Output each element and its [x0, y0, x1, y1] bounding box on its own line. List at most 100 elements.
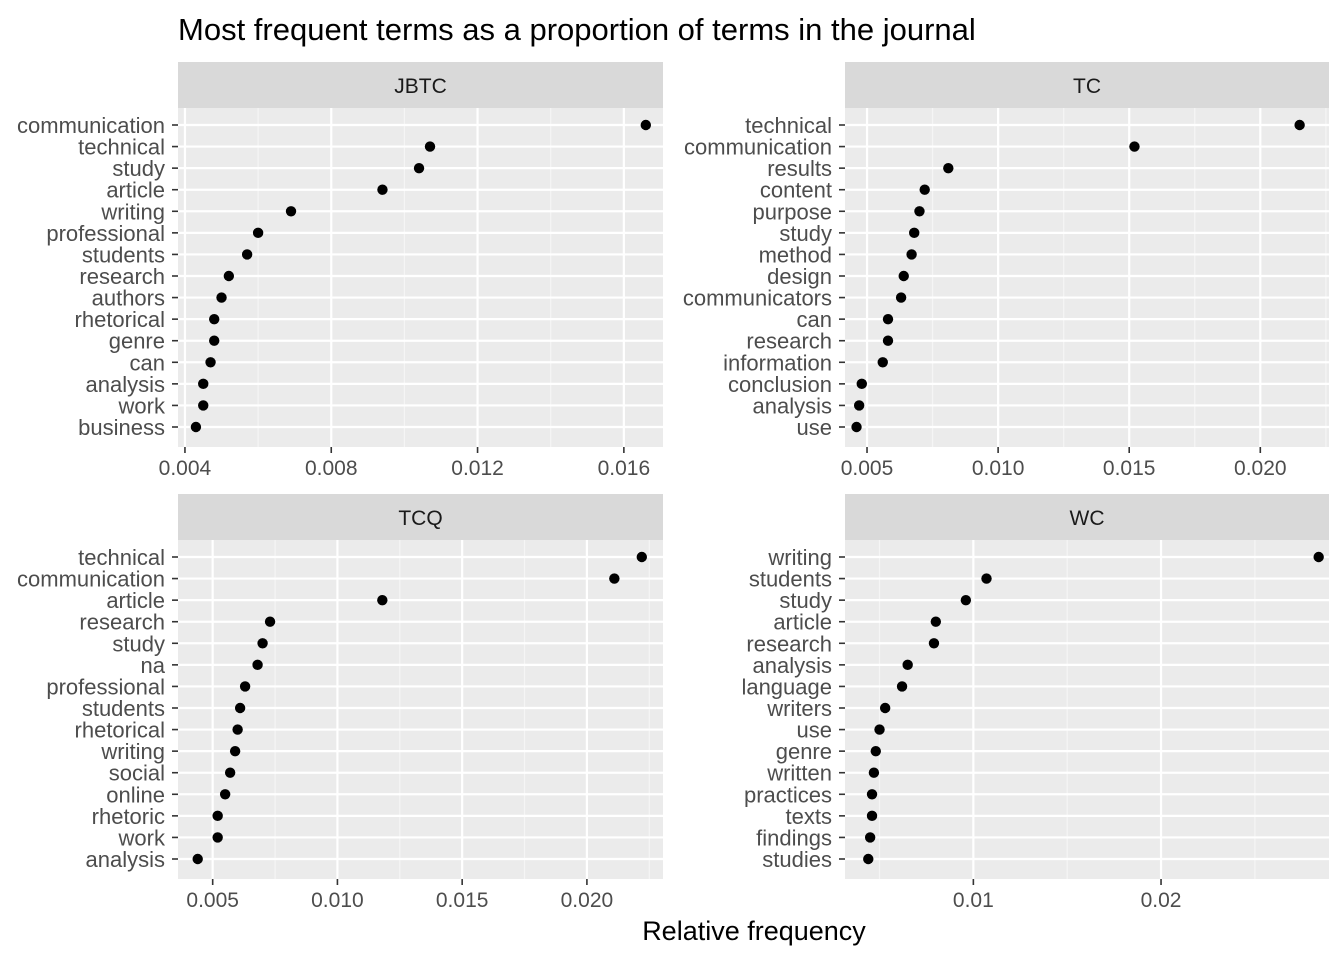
data-point-information [877, 357, 888, 368]
facet-panel-tc: TC technicalcommunicationresultscontentpu… [683, 62, 1329, 480]
data-point-students [234, 702, 246, 714]
term-label: communication [684, 135, 832, 160]
term-label: technical [78, 545, 165, 570]
data-point-results [943, 162, 954, 174]
term-label: article [106, 588, 165, 613]
term-label: findings [756, 825, 832, 850]
data-point-professional [239, 681, 251, 692]
term-label: writing [100, 739, 165, 764]
data-point-communication [1129, 141, 1140, 152]
data-point-authors [216, 292, 227, 303]
term-label: studies [762, 847, 832, 872]
term-label: writers [766, 696, 832, 721]
facet-strip-label: WC [1070, 507, 1105, 530]
x-axis-label: Relative frequency [642, 916, 866, 946]
data-point-writing [285, 206, 297, 217]
facet-strip-label: JBTC [394, 75, 447, 98]
term-label: business [78, 415, 165, 440]
data-point-communicators [895, 292, 907, 303]
data-point-rhetoric [212, 810, 223, 822]
facet-strip-label: TCQ [398, 507, 442, 530]
data-point-findings [864, 832, 876, 843]
data-point-rhetorical [209, 313, 220, 325]
data-point-design [898, 270, 909, 282]
term-label: study [779, 221, 832, 246]
term-label: use [797, 415, 832, 440]
data-point-analysis [902, 659, 913, 671]
data-point-language [896, 681, 908, 692]
data-point-genre [870, 745, 881, 757]
x-tick-label: 0.015 [1103, 457, 1156, 480]
data-point-professional [252, 227, 264, 239]
term-label: analysis [86, 372, 165, 397]
x-tick-label: 0.02 [1141, 889, 1182, 912]
term-label: article [106, 178, 165, 203]
term-label: genre [109, 329, 165, 354]
data-point-technical [1294, 119, 1305, 131]
term-label: can [797, 307, 832, 332]
data-point-study [413, 162, 425, 174]
data-point-business [190, 421, 202, 433]
term-label: texts [786, 804, 832, 829]
term-label: students [82, 242, 165, 267]
data-point-study [960, 594, 972, 606]
term-label: can [130, 350, 165, 375]
data-point-texts [866, 810, 878, 822]
x-tick-label: 0.004 [159, 457, 212, 480]
data-point-article [377, 184, 388, 195]
term-label: students [82, 696, 165, 721]
x-tick-label: 0.01 [953, 889, 994, 912]
term-label: analysis [753, 653, 832, 678]
data-point-communication [609, 573, 620, 584]
term-label: results [767, 156, 832, 181]
panel-background [178, 108, 663, 447]
term-label: written [766, 761, 832, 786]
data-point-research [928, 638, 940, 649]
x-tick-label: 0.020 [561, 889, 614, 912]
term-label: writing [100, 199, 165, 224]
data-point-work [212, 832, 223, 843]
x-tick-label: 0.010 [311, 889, 364, 912]
x-tick-label: 0.005 [841, 457, 894, 480]
term-label: writing [767, 545, 832, 570]
facet-strip [845, 62, 1329, 108]
data-point-research [223, 270, 235, 282]
term-label: technical [78, 135, 165, 160]
facet-panels: JBTCcommunicationtechnicalstudyarticlewr… [17, 62, 1329, 912]
data-point-writers [879, 702, 891, 714]
term-label: use [797, 718, 832, 743]
data-point-use [851, 421, 862, 433]
x-tick-label: 0.010 [972, 457, 1025, 480]
term-label: analysis [86, 847, 165, 872]
term-label: professional [46, 674, 165, 699]
term-label: design [767, 264, 832, 289]
term-label: research [746, 631, 832, 656]
data-point-analysis [853, 400, 865, 411]
panel-background [845, 540, 1329, 879]
data-point-studies [863, 853, 874, 865]
term-label: technical [745, 113, 832, 138]
data-point-online [219, 789, 231, 800]
term-label: research [746, 329, 832, 354]
term-label: work [118, 825, 166, 850]
term-label: rhetoric [92, 804, 165, 829]
data-point-communication [640, 119, 652, 131]
x-tick-label: 0.012 [451, 457, 504, 480]
x-tick-label: 0.015 [436, 889, 489, 912]
facet-strip-label: TC [1073, 75, 1101, 98]
data-point-purpose [914, 206, 925, 217]
data-point-practices [866, 789, 878, 800]
data-point-writing [229, 745, 241, 757]
facet-panel-tcq: TCQ technicalcommunicationarticleresearch… [17, 494, 663, 912]
term-label: students [749, 567, 832, 592]
data-point-technical [636, 551, 647, 563]
term-label: content [760, 178, 832, 203]
term-label: method [759, 242, 832, 267]
term-label: purpose [752, 199, 832, 224]
term-label: practices [744, 782, 832, 807]
term-label: social [109, 761, 165, 786]
term-label: study [112, 156, 165, 181]
facet-strip [845, 494, 1329, 540]
